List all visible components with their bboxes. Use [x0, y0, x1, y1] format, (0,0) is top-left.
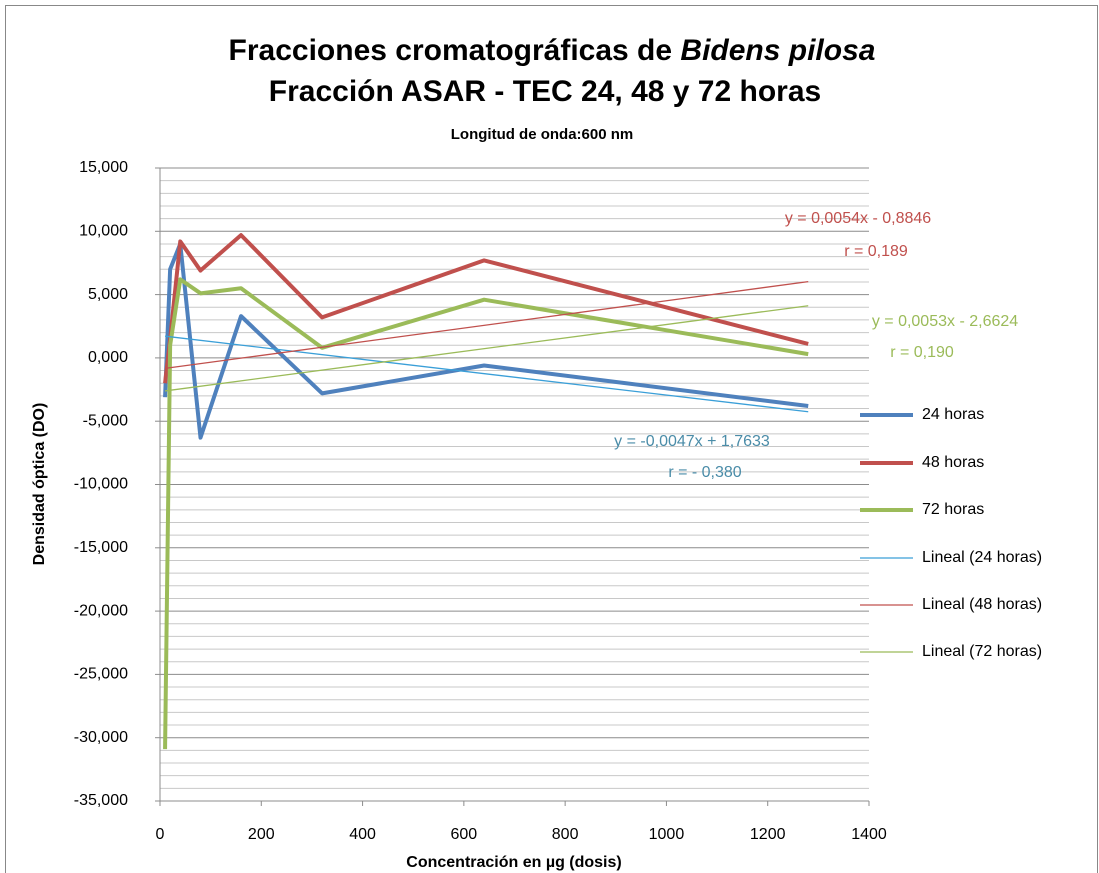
series-line [164, 335, 809, 413]
x-tick-label: 600 [451, 826, 478, 843]
chart-border [5, 5, 1098, 873]
annotation: y = 0,0053x - 2,6624 [872, 313, 1018, 330]
title-part: Bidens pilosa [680, 34, 875, 67]
y-tick-label: 5,000 [88, 286, 128, 303]
title-part: Fracciones cromatográficas de [229, 34, 681, 67]
annotation: r = - 0,380 [668, 464, 741, 481]
x-tick-label: 0 [156, 826, 165, 843]
y-tick-label: -30,000 [74, 729, 128, 746]
annotation: y = -0,0047x + 1,7633 [614, 433, 770, 450]
x-tick-label: 1400 [851, 826, 887, 843]
y-tick-label: -35,000 [74, 792, 128, 809]
x-tick-label: 200 [248, 826, 275, 843]
series-line [164, 280, 809, 370]
y-tick-label: 15,000 [79, 159, 128, 176]
y-tick-label: -5,000 [83, 412, 128, 429]
y-tick-label: -10,000 [74, 476, 128, 493]
annotation: r = 0,190 [890, 344, 954, 361]
x-tick-label: 1200 [750, 826, 786, 843]
y-tick-label: -20,000 [74, 602, 128, 619]
chart-subtitle: Longitud de onda:600 nm [451, 126, 634, 143]
annotation: y = 0,0054x - 0,8846 [785, 210, 931, 227]
y-axis-label: Densidad óptica (DO) [31, 403, 48, 566]
series-line [164, 305, 809, 392]
series-line [163, 277, 809, 750]
y-tick-label: -25,000 [74, 666, 128, 683]
legend-label: Lineal (24 horas) [922, 549, 1042, 566]
x-axis-label: Concentración en µg (dosis) [406, 854, 621, 871]
chart-title: Fracción ASAR - TEC 24, 48 y 72 horas [269, 75, 821, 108]
x-tick-label: 400 [349, 826, 376, 843]
x-tick-label: 800 [552, 826, 579, 843]
x-tick-label: 1000 [649, 826, 685, 843]
annotation: r = 0,189 [844, 243, 908, 260]
legend-label: Lineal (48 horas) [922, 596, 1042, 613]
legend-label: 48 horas [922, 454, 984, 471]
chart-title: Fracciones cromatográficas de Bidens pil… [229, 34, 876, 67]
y-tick-label: 10,000 [79, 223, 128, 240]
legend-label: 72 horas [922, 501, 984, 518]
y-tick-label: -15,000 [74, 539, 128, 556]
y-tick-label: 0,000 [88, 349, 128, 366]
legend-label: Lineal (72 horas) [922, 643, 1042, 660]
legend-label: 24 horas [922, 406, 984, 423]
